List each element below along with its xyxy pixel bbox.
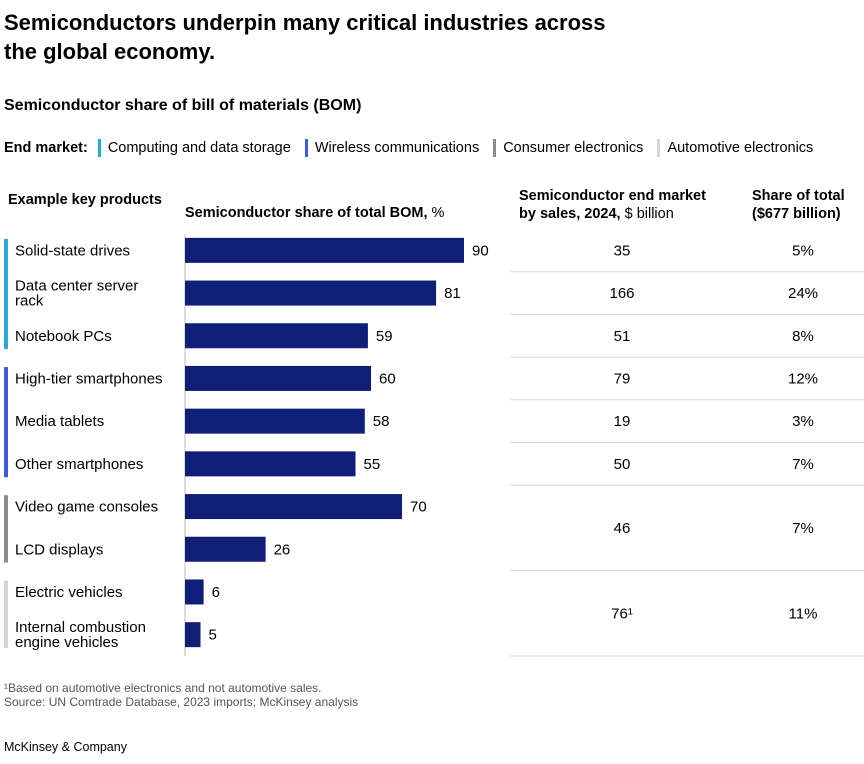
- end-market-group-marker: [4, 580, 8, 648]
- column-header-share: Share of total ($677 billion): [752, 187, 845, 223]
- legend-item-automotive: Automotive electronics: [657, 139, 813, 157]
- category-label: Other smartphones: [15, 456, 143, 473]
- share-value: 12%: [788, 370, 818, 387]
- bom-header-text: Semiconductor share of total BOM,: [185, 205, 428, 221]
- brand-logo-text: McKinsey & Company: [4, 740, 127, 754]
- sales-value: 46: [614, 520, 631, 537]
- share-value: 5%: [792, 242, 814, 259]
- column-header-bom: Semiconductor share of total BOM, %: [185, 204, 444, 222]
- share-value: 8%: [792, 328, 814, 345]
- share-value: 24%: [788, 285, 818, 302]
- bar-value-label: 70: [410, 499, 427, 516]
- end-market-group-marker: [4, 495, 8, 563]
- products-header-text: Example key products: [8, 192, 162, 208]
- legend-item-computing: Computing and data storage: [97, 139, 291, 157]
- end-market-group-marker: [4, 239, 8, 350]
- bar-value-label: 60: [379, 370, 396, 387]
- legend: End market: Computing and data storage W…: [4, 139, 827, 157]
- bar: [185, 451, 356, 477]
- bar-value-label: 58: [373, 413, 390, 430]
- bar-value-label: 26: [274, 541, 291, 558]
- category-label: Solid-state drives: [15, 242, 130, 259]
- legend-item-consumer: Consumer electronics: [493, 139, 643, 157]
- share-value: 7%: [792, 456, 814, 473]
- sales-value: 19: [614, 413, 631, 430]
- legend-text-computing: Computing and data storage: [107, 140, 291, 156]
- sales-value: 76¹: [611, 605, 633, 622]
- bar: [185, 579, 204, 605]
- category-label: LCD displays: [15, 541, 103, 558]
- page-title: Semiconductors underpin many critical in…: [4, 8, 606, 66]
- bar: [185, 622, 201, 648]
- legend-swatch-automotive: [657, 139, 661, 157]
- sales-value: 166: [609, 285, 634, 302]
- title-line-1: Semiconductors underpin many critical in…: [4, 10, 606, 35]
- sales-value: 51: [614, 328, 631, 345]
- category-label: engine vehicles: [15, 634, 118, 651]
- bar: [185, 365, 371, 391]
- category-label: Media tablets: [15, 413, 104, 430]
- bom-header-unit: %: [427, 205, 445, 221]
- category-label: rack: [15, 293, 44, 310]
- sales-value: 79: [614, 370, 631, 387]
- legend-swatch-consumer: [493, 139, 497, 157]
- sales-value: 35: [614, 242, 631, 259]
- legend-swatch-computing: [97, 139, 101, 157]
- bar-value-label: 81: [444, 285, 461, 302]
- chart-subtitle: Semiconductor share of bill of materials…: [4, 97, 362, 114]
- sales-header-line1: Semiconductor end market: [519, 188, 706, 204]
- category-label: Video game consoles: [15, 499, 158, 516]
- bar: [185, 280, 437, 306]
- title-line-2: the global economy.: [4, 39, 216, 64]
- category-label: Electric vehicles: [15, 584, 123, 601]
- legend-label: End market:: [4, 140, 88, 156]
- legend-text-automotive: Automotive electronics: [667, 140, 814, 156]
- category-label: Internal combustion: [15, 619, 146, 636]
- sales-header-unit: $ billion: [620, 206, 674, 222]
- bar: [185, 494, 402, 520]
- sales-header-line2: by sales, 2024,: [519, 206, 621, 222]
- share-header-line1: Share of total: [752, 188, 845, 204]
- column-header-products: Example key products: [8, 191, 162, 209]
- bar-value-label: 90: [472, 242, 489, 259]
- bar-value-label: 6: [212, 584, 220, 601]
- bar-value-label: 59: [376, 328, 393, 345]
- bar: [185, 323, 368, 349]
- bar: [185, 408, 365, 434]
- legend-text-consumer: Consumer electronics: [503, 140, 644, 156]
- share-value: 3%: [792, 413, 814, 430]
- source-note: Source: UN Comtrade Database, 2023 impor…: [4, 695, 359, 709]
- bar: [185, 237, 464, 263]
- column-header-sales: Semiconductor end market by sales, 2024,…: [519, 187, 706, 223]
- bar: [185, 536, 266, 562]
- share-value: 7%: [792, 520, 814, 537]
- footnote-1: ¹Based on automotive electronics and not…: [4, 681, 322, 695]
- legend-item-wireless: Wireless communications: [304, 139, 480, 157]
- category-label: Notebook PCs: [15, 328, 112, 345]
- legend-swatch-wireless: [304, 139, 308, 157]
- bar-value-label: 5: [209, 627, 217, 644]
- sales-value: 50: [614, 456, 631, 473]
- category-label: Data center server: [15, 278, 138, 295]
- bar-value-label: 55: [364, 456, 381, 473]
- legend-text-wireless: Wireless communications: [314, 140, 480, 156]
- share-header-line2: ($677 billion): [752, 206, 841, 222]
- share-value: 11%: [789, 605, 818, 622]
- end-market-group-marker: [4, 367, 8, 478]
- category-label: High-tier smartphones: [15, 370, 163, 387]
